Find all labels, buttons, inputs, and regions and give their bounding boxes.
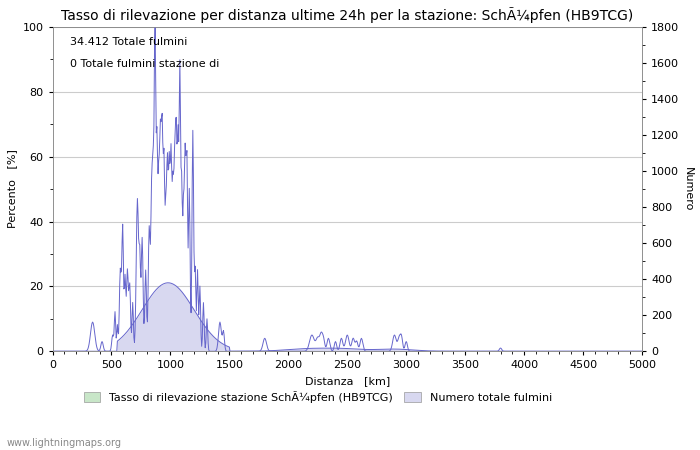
Y-axis label: Numero: Numero bbox=[683, 167, 693, 211]
Legend: Tasso di rilevazione stazione SchÃ¼pfen (HB9TCG), Numero totale fulmini: Tasso di rilevazione stazione SchÃ¼pfen … bbox=[79, 387, 556, 407]
Y-axis label: Percento   [%]: Percento [%] bbox=[7, 149, 17, 229]
Text: 0 Totale fulmini stazione di: 0 Totale fulmini stazione di bbox=[70, 59, 220, 69]
Text: 34.412 Totale fulmini: 34.412 Totale fulmini bbox=[70, 36, 188, 47]
Text: www.lightningmaps.org: www.lightningmaps.org bbox=[7, 438, 122, 448]
X-axis label: Distanza   [km]: Distanza [km] bbox=[304, 376, 390, 386]
Title: Tasso di rilevazione per distanza ultime 24h per la stazione: SchÃ¼pfen (HB9TCG): Tasso di rilevazione per distanza ultime… bbox=[61, 7, 634, 23]
